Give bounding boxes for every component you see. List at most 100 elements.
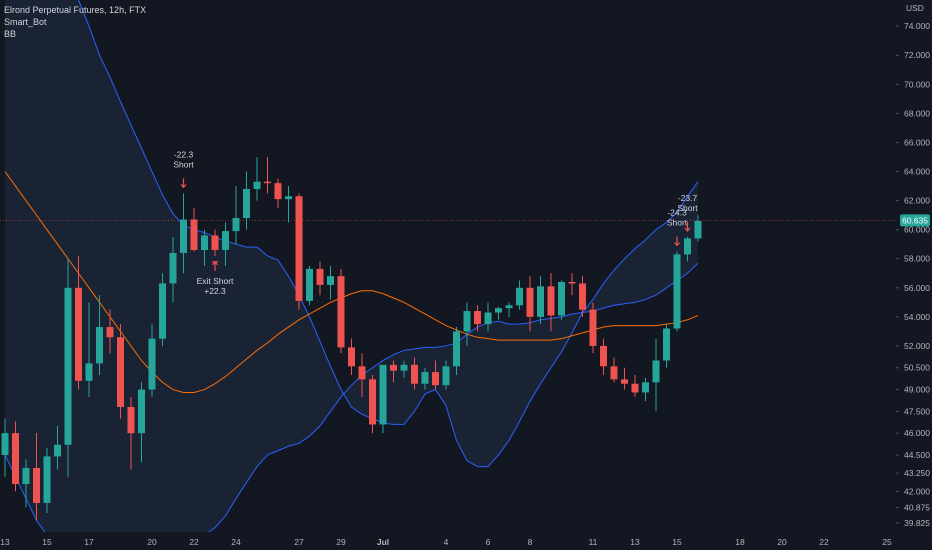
candle-body [369,379,376,425]
price-tick-label: 64.000 [904,167,930,177]
time-axis [0,532,932,550]
indicator-bb-label[interactable]: BB [4,29,17,39]
short-arrow-icon [684,221,691,232]
candle-body [652,360,660,383]
price-tick-label: 66.000 [904,137,930,147]
candle-body [274,183,282,200]
annotation-label: +22.3 [204,286,226,296]
time-tick-label: 15 [42,537,52,547]
candle-body [243,188,250,219]
time-tick-label: 17 [84,537,94,547]
candle-body [232,218,240,232]
price-tick-label: 44.500 [904,450,930,460]
candle-body [400,364,408,371]
price-tick-label: 43.250 [904,468,930,478]
price-tick-label: 56.000 [904,283,930,293]
plot-area [0,0,896,532]
indicator-smart-bot-label[interactable]: Smart_Bot [4,17,47,27]
price-tick-label: 54.000 [904,312,930,322]
chart-legend: Elrond Perpetual Futures, 12h, FTX Smart… [4,4,146,40]
annotation-label: Short [677,203,698,213]
candle-body [337,276,345,348]
price-tick-label: 52.000 [904,341,930,351]
candle-body [663,328,670,361]
price-tick-label: 40.875 [904,503,930,513]
candle-body [295,196,303,301]
candle-body [285,196,292,200]
annotation-label: -22.3 [174,149,194,159]
candle-body [148,338,156,390]
time-tick-label: 11 [589,537,598,547]
candle-body [526,287,534,317]
candle-body [54,444,61,457]
short-arrow-icon [180,178,187,189]
annotation-label: Short [173,159,194,169]
time-tick-label: 20 [147,537,157,547]
candle-body [358,366,366,380]
candle-body [579,283,586,310]
candle-body [169,252,177,284]
candle-body [621,379,628,384]
price-tick-label: 68.000 [904,108,930,118]
time-tick-label: 20 [777,537,787,547]
price-tick-label: 39.825 [904,518,930,528]
time-tick-label: 29 [336,537,346,547]
time-tick-label: 22 [819,537,829,547]
candle-body [547,286,555,316]
candle-body [127,406,135,434]
price-tick-label: 74.000 [904,21,930,31]
price-tick-label: 60.000 [904,225,930,235]
candle-body [43,456,51,503]
price-tick-label: 70.000 [904,79,930,89]
candle-body [411,364,418,384]
candle-body [600,345,607,367]
time-tick-label: 22 [189,537,199,547]
candle-body [96,327,103,364]
annotation-label: Short [667,217,688,227]
bb-band-fill [5,0,698,532]
time-tick-label: 15 [672,537,682,547]
candle-body [505,305,513,309]
candle-body [694,220,702,239]
price-tick-label: 42.000 [904,486,930,496]
candle-body [190,219,198,251]
annotation-label: Exit Short [197,276,234,286]
candle-body [537,286,544,317]
candle-body [432,372,439,386]
candle-body [211,235,219,251]
price-tick-label: 46.000 [904,428,930,438]
candle-body [390,364,397,371]
short-arrow-icon [674,236,680,247]
candle-body [12,433,19,485]
time-tick-label: 6 [486,537,491,547]
time-tick-label: 18 [735,537,745,547]
candle-body [474,311,481,325]
price-tick-label: 49.000 [904,385,930,395]
price-tick-label: 50.500 [904,363,930,373]
candle-body [463,311,471,332]
time-tick-label: 27 [294,537,304,547]
time-tick-label: 4 [444,537,449,547]
candle-body [495,308,502,313]
time-tick-label: 24 [231,537,241,547]
candle-body [75,287,82,381]
candle-body [1,433,9,455]
candle-body [159,283,166,339]
candle-body [421,372,429,384]
candle-body [222,231,229,251]
candle-body [442,366,450,386]
candle-body [306,268,313,301]
candle-body [327,276,334,285]
candle-body [85,363,93,381]
candle-body [201,235,208,251]
candle-body [22,468,30,485]
time-tick-label: 13 [0,537,10,547]
price-tick-label: 72.000 [904,50,930,60]
candle-body [33,468,40,503]
symbol-title[interactable]: Elrond Perpetual Futures, 12h, FTX [4,5,147,15]
candle-body [253,181,261,189]
price-axis [896,0,932,550]
price-axis-unit: USD [906,3,924,13]
candle-body [516,287,523,306]
